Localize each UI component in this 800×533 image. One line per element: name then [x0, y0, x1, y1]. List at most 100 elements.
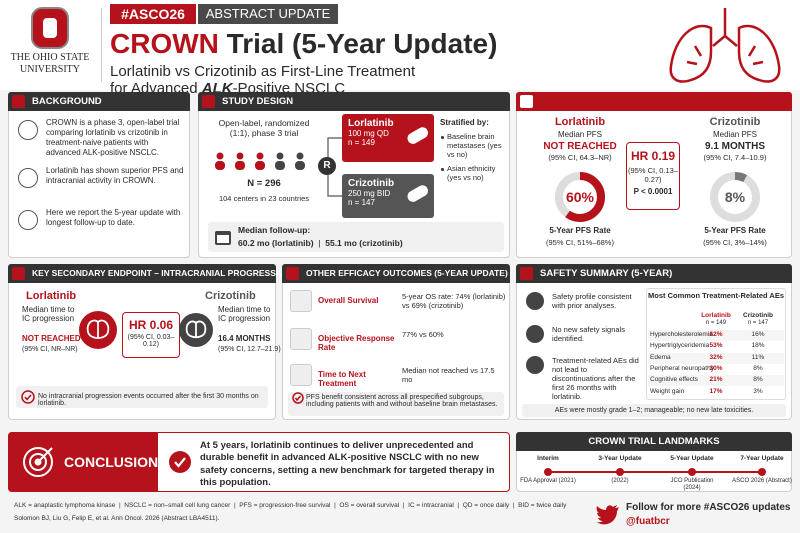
logo-text: THE OHIO STATE [10, 52, 90, 63]
followup-title: Median follow-up: [238, 225, 311, 235]
hr-ci: (95% CI, 0.03–0.12) [127, 334, 175, 348]
shape [407, 185, 429, 202]
shape [29, 453, 47, 471]
rate-title: 5-Year PFS Rate [549, 226, 611, 235]
landmark-bottom: ASCO 2026 (Abstract) [732, 478, 792, 484]
shape [217, 235, 229, 243]
panel-header: KEY SECONDARY ENDPOINT – INTRACRANIAL PR… [8, 264, 291, 283]
arm-result: Lorlatinib Median PFS NOT REACHED (95% C… [530, 116, 630, 162]
badge: #ASCO26 [110, 4, 196, 24]
shape [686, 45, 764, 66]
item-icon [18, 168, 38, 188]
separator: | [509, 502, 519, 509]
shape [737, 24, 781, 83]
separator: | [230, 502, 240, 509]
abbreviation: PFS = progression-free survival [239, 502, 331, 509]
header-icon [12, 267, 25, 280]
header-icon [12, 95, 25, 108]
row-label: Hypercholesterolemia [650, 331, 713, 338]
shape [236, 152, 244, 160]
row-text: Median not reached vs 17.5 mo [402, 366, 495, 384]
shape [174, 457, 186, 468]
tag: ABSTRACT UPDATE [198, 4, 338, 24]
abbreviations: ALK = anaplastic lymphoma kinase | NSCLC… [14, 502, 566, 509]
cell: 17% [709, 387, 723, 395]
landmark-top: 7-Year Update [740, 455, 784, 462]
cell: 8% [753, 376, 763, 384]
note: No intracranial progression events occur… [38, 393, 259, 407]
note-box [288, 392, 504, 416]
cell: 32% [709, 353, 723, 361]
hr-value: HR 0.19 [630, 149, 676, 163]
follow: Follow for more #ASCO26 updates [626, 502, 791, 513]
row-label: Hypertriglyceridemia [650, 342, 710, 350]
result-label: Median time to IC progression [218, 305, 271, 323]
followup-values: 60.2 mo (lorlatinib) | 55.1 mo (crizotin… [238, 238, 403, 248]
shape [276, 152, 284, 160]
shape [669, 24, 713, 83]
shape [275, 161, 285, 170]
logo-text: UNIVERSITY [20, 64, 80, 75]
shape [256, 152, 264, 160]
panel-header: CROWN TRIAL LANDMARKS [516, 432, 792, 451]
ae-table-frame [646, 288, 786, 400]
safety-item: No new safety signals identified. [552, 325, 625, 343]
n-total: N = 296 [247, 178, 281, 189]
followup-value: 60.2 mo (lorlatinib) [238, 238, 314, 248]
cell: 16% [751, 331, 765, 338]
shape [39, 447, 53, 461]
cell: 30% [709, 364, 723, 372]
shape [292, 392, 304, 404]
row-label: Weight gain [650, 387, 685, 395]
donut-label: 60% [565, 189, 595, 205]
item-icon [18, 120, 38, 140]
result-ci: (95% CI, 7.4–10.9) [703, 153, 767, 162]
arm-name: Crizotinib [709, 116, 761, 128]
randomization: R [318, 157, 336, 175]
cell: 3% [753, 387, 763, 395]
result-label: Median PFS [557, 130, 603, 139]
result-label: Median PFS [712, 130, 758, 139]
safety-item: Treatment-related AEs did not lead to di… [552, 356, 639, 401]
cell: 21% [709, 376, 723, 384]
hr-ci: (95% CI, 0.13–0.27) [627, 166, 679, 184]
result-ci: (95% CI, 12.7–21.9) [218, 346, 281, 353]
background-panel [8, 92, 190, 258]
timeline-dot [544, 468, 552, 476]
abbreviation: BID = twice daily [518, 502, 567, 509]
shape [407, 127, 429, 144]
landmark-bottom: JCO Publication (2024) [670, 478, 714, 491]
check-icon [21, 390, 35, 404]
header-icon [520, 267, 533, 280]
cell: 11% [751, 353, 765, 361]
cell: 53% [709, 342, 723, 350]
shape [86, 319, 110, 339]
abbreviation: ALK = anaplastic lymphoma kinase [14, 502, 116, 509]
shape [255, 161, 265, 170]
row-label: Peripheral neuropathy [650, 364, 714, 372]
header-text: (PRIMARY ENDPOINT) [674, 97, 755, 106]
landmark-top: 5-Year Update [670, 455, 714, 462]
shape [712, 8, 738, 47]
separator: | [453, 502, 463, 509]
item-icon [526, 292, 544, 310]
row-icon [290, 364, 312, 386]
shape [185, 320, 207, 339]
arm-name: Crizotinib [205, 290, 256, 302]
landmark-bottom: (2022) [611, 478, 629, 484]
title-highlight: CROWN [110, 28, 219, 59]
item-icon [526, 325, 544, 343]
column-name: Lorlatinib [701, 312, 731, 319]
separator: | [115, 502, 125, 509]
background-item: Here we report the 5-year update with lo… [46, 208, 181, 227]
hr-value: HR 0.06 [128, 318, 174, 332]
arm-name: Lorlatinib [348, 118, 394, 129]
twitter-icon [596, 505, 619, 525]
separator: | [330, 502, 340, 509]
result-value: 16.4 MONTHS [218, 334, 271, 343]
panel-header: KEY RESULTS – 5-YEAR PFS (PRIMARY ENDPOI… [516, 92, 792, 111]
landmark-bottom: FDA Approval (2021) [520, 478, 576, 484]
logo-mark [31, 7, 69, 49]
column-n: n = 147 [747, 320, 769, 326]
